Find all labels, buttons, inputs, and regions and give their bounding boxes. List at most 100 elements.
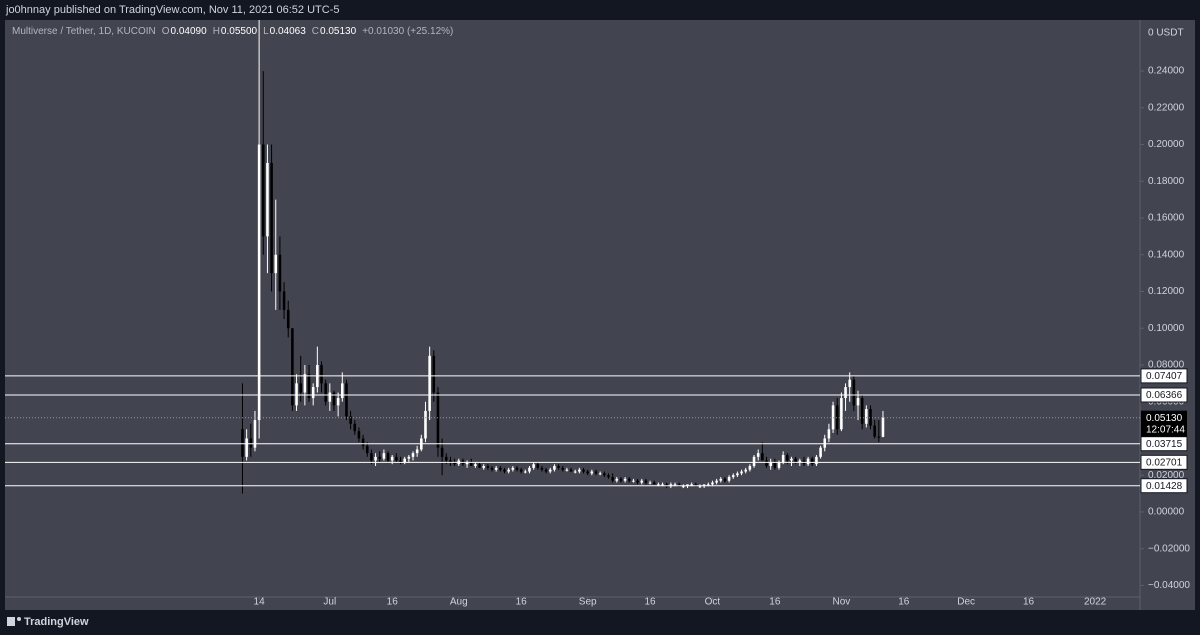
axis-unit: 0 USDT [1148, 28, 1184, 39]
candle-body [881, 417, 885, 437]
candle-body [469, 462, 473, 467]
x-tick-label: Aug [450, 597, 468, 608]
candle-body [707, 484, 710, 486]
legend-item: 0.05500 [221, 26, 258, 37]
candle-body [636, 480, 639, 483]
candle-body [291, 328, 294, 406]
candle-body [444, 456, 448, 461]
candle-body [528, 467, 531, 472]
candle-body [274, 254, 278, 274]
candle-body [607, 475, 610, 478]
x-tick-label: 14 [254, 597, 266, 608]
candle-body [852, 379, 856, 406]
candle-body [261, 144, 265, 237]
y-tick-label: 0.16000 [1148, 213, 1185, 224]
candle-body [594, 471, 598, 474]
candle-body [440, 447, 444, 457]
candle-body [278, 254, 282, 292]
candle-body [806, 458, 810, 465]
y-tick-label: 0.12000 [1148, 286, 1185, 297]
y-tick-label: 0.24000 [1148, 66, 1185, 77]
level-label: 0.01428 [1146, 481, 1183, 492]
candle-body [561, 467, 565, 470]
candle-body [827, 429, 831, 439]
x-tick-label: 16 [387, 597, 399, 608]
candle-body [736, 473, 739, 476]
level-label-box [1140, 368, 1188, 384]
candle-body [307, 374, 311, 399]
candle-body [357, 431, 361, 439]
candle-body [715, 480, 718, 483]
candle-body [253, 420, 257, 448]
candle-body [403, 458, 406, 463]
y-tick-label: 0.22000 [1148, 102, 1185, 113]
candle-body [320, 364, 323, 384]
candle-body [627, 478, 631, 481]
candle-body [777, 462, 781, 468]
level-label-box [1140, 478, 1188, 494]
x-tick-label: 16 [898, 597, 910, 608]
footer-brand: TradingView [24, 616, 89, 628]
candle-body [353, 423, 357, 432]
last-price-box [1141, 410, 1187, 437]
level-label: 0.02701 [1146, 457, 1183, 468]
candle-body [548, 469, 552, 472]
candle-body [727, 477, 731, 481]
candle-body [611, 477, 614, 481]
x-tick-label: Nov [832, 597, 850, 608]
candle-body [436, 392, 440, 448]
x-tick-label: 16 [645, 597, 657, 608]
candle-body [652, 482, 656, 485]
candle-body [786, 455, 789, 461]
x-tick-label: Dec [957, 597, 975, 608]
candle-body [661, 484, 664, 486]
header-text: jo0hnnay published on TradingView.com, N… [5, 4, 339, 16]
candle-body [744, 469, 748, 472]
candle-body [748, 466, 752, 470]
candle-body [257, 144, 261, 421]
candle-body [424, 410, 427, 439]
candle-body [266, 162, 269, 237]
candle-body [482, 466, 485, 468]
candle-body [765, 460, 768, 467]
candle-body [407, 456, 411, 459]
candle-body [295, 383, 298, 406]
candle-body [877, 436, 881, 438]
candle-body [823, 438, 827, 448]
candle-body [856, 398, 860, 406]
candle-body [553, 466, 556, 470]
candle-body [840, 398, 843, 430]
candle-body [603, 473, 606, 476]
candle-body [873, 425, 876, 437]
candle-body [428, 355, 431, 411]
legend-item: 0.04063 [270, 26, 307, 37]
candle-body [370, 453, 373, 461]
last-price-label: 0.05130 [1146, 413, 1183, 424]
y-tick-label: 0.10000 [1148, 323, 1185, 334]
candle-body [282, 291, 286, 310]
candle-body [773, 462, 777, 468]
candle-body [844, 387, 847, 399]
candle-body [349, 416, 352, 424]
candle-body [241, 429, 244, 457]
candle-body [524, 471, 527, 473]
candle-body [511, 467, 515, 470]
candle-body [648, 482, 652, 484]
candle-body [860, 398, 864, 424]
candle-body [835, 405, 839, 430]
candle-body [490, 467, 494, 470]
candle-body [415, 449, 419, 454]
candle-body [332, 392, 336, 406]
candle-body [598, 473, 602, 475]
x-tick-label: Jul [323, 597, 336, 608]
candle-body [761, 453, 764, 461]
candle-body [286, 309, 290, 329]
candle-body [411, 453, 415, 457]
candle-body [303, 374, 307, 393]
candle-body [798, 460, 802, 463]
candle-body [449, 460, 452, 463]
legend-item: +0.01030 (+25.12%) [362, 26, 453, 37]
candle-body [382, 453, 386, 459]
candle-body [848, 379, 851, 388]
